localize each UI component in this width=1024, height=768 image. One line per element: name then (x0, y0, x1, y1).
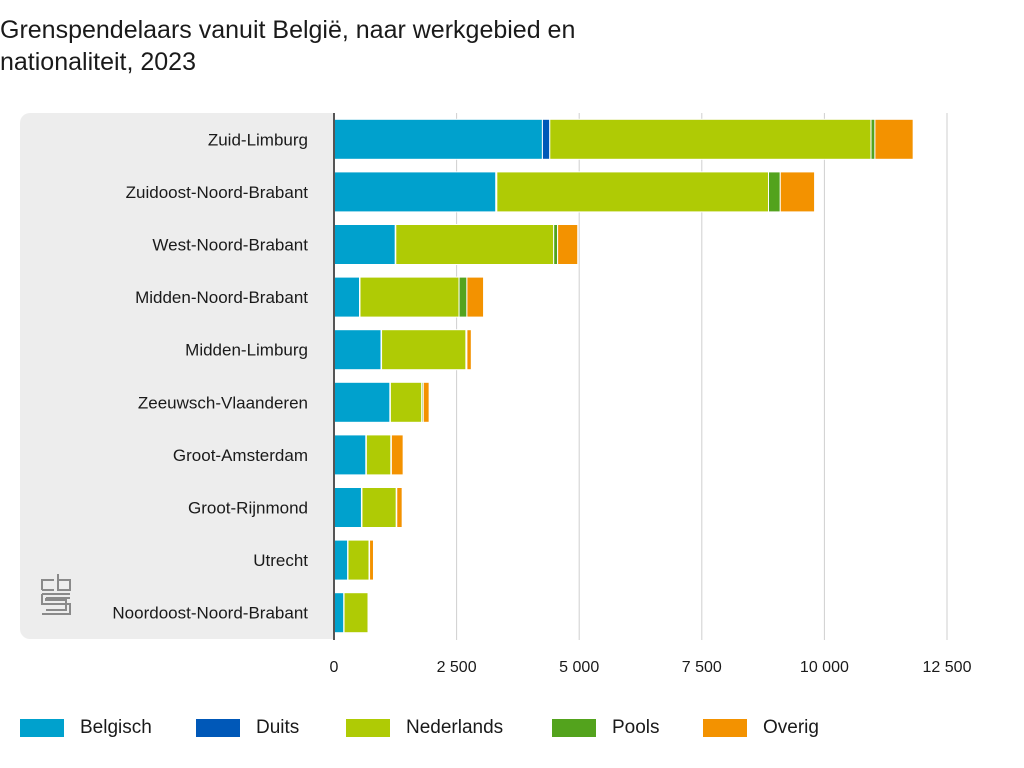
x-tick-label: 2 500 (437, 659, 477, 676)
bar-segment-belgisch[interactable] (333, 118, 543, 160)
category-label: Groot-Rijnmond (188, 499, 308, 518)
legend-item-overig[interactable]: Overig (703, 716, 819, 740)
legend-label: Duits (256, 717, 300, 738)
legend-label: Pools (612, 717, 660, 738)
category-labels: Zuid-Limburg Zuidoost-Noord-Brabant West-N… (112, 130, 308, 622)
bar-segment-pools[interactable] (870, 118, 876, 160)
bar-segment-overig[interactable] (874, 118, 914, 160)
bar-segment-belgisch[interactable] (333, 539, 349, 581)
bar-segment-overig[interactable] (557, 224, 579, 265)
chart-title: Grenspendelaars vanuit België, naar werk… (0, 16, 576, 76)
bar-segment-nederlands[interactable] (496, 171, 769, 213)
category-label: Midden-Noord-Brabant (135, 288, 308, 307)
x-tick-label: 7 500 (682, 659, 722, 676)
category-panel (20, 113, 334, 639)
bar-segment-overig[interactable] (422, 381, 430, 423)
bar-segment-nederlands[interactable] (395, 224, 555, 265)
bar-segment-belgisch[interactable] (333, 592, 345, 634)
category-label: Zeeuwsch-Vlaanderen (138, 393, 308, 412)
legend-swatch (20, 719, 64, 737)
bar-segment-belgisch[interactable] (333, 487, 362, 528)
bar-segment-nederlands[interactable] (381, 329, 467, 371)
category-label: Midden-Limburg (185, 341, 308, 360)
bar-chart: Zuid-Limburg Zuidoost-Noord-Brabant West-N… (112, 113, 972, 676)
legend-swatch (552, 719, 596, 737)
legend-label: Nederlands (406, 717, 504, 738)
bar-segment-belgisch[interactable] (333, 381, 391, 423)
bar-segment-overig[interactable] (466, 276, 485, 318)
bar-segment-nederlands[interactable] (359, 276, 460, 318)
category-label: West-Noord-Brabant (152, 236, 308, 255)
bar-segment-overig[interactable] (466, 329, 472, 371)
bar-segment-nederlands[interactable] (347, 539, 370, 581)
legend-label: Belgisch (80, 717, 152, 738)
bar-segment-nederlands[interactable] (361, 487, 397, 528)
bars (333, 118, 914, 634)
category-label: Groot-Amsterdam (173, 446, 308, 465)
legend-item-belgisch[interactable]: Belgisch (20, 716, 152, 740)
bar-segment-pools[interactable] (767, 171, 781, 213)
bar-segment-belgisch[interactable] (333, 224, 396, 265)
legend-item-duits[interactable]: Duits (196, 716, 299, 740)
bar-segment-overig[interactable] (390, 434, 404, 476)
bar-segment-overig[interactable] (396, 487, 403, 528)
legend-swatch (703, 719, 747, 737)
bar-segment-nederlands[interactable] (549, 118, 872, 160)
bar-segment-belgisch[interactable] (333, 276, 361, 318)
cbs-logo-icon (40, 572, 74, 625)
x-tick-label: 10 000 (800, 659, 849, 676)
category-label: Zuidoost-Noord-Brabant (126, 183, 309, 202)
category-label: Noordoost-Noord-Brabant (112, 604, 308, 623)
legend-swatch (196, 719, 240, 737)
bar-segment-belgisch[interactable] (333, 171, 497, 213)
bar-segment-nederlands[interactable] (389, 381, 423, 423)
legend-label: Overig (763, 717, 819, 738)
legend-item-pools[interactable]: Pools (552, 716, 660, 740)
x-tick-labels: 0 2 500 5 000 7 500 10 000 12 500 (330, 659, 972, 676)
bar-segment-pools[interactable] (458, 276, 468, 318)
bar-segment-belgisch[interactable] (333, 329, 382, 371)
category-label: Utrecht (253, 551, 308, 570)
x-tick-label: 0 (330, 659, 339, 676)
bar-segment-nederlands[interactable] (365, 434, 392, 476)
x-tick-label: 12 500 (923, 659, 972, 676)
category-label: Zuid-Limburg (208, 130, 308, 149)
bar-segment-overig[interactable] (367, 592, 370, 634)
bar-segment-belgisch[interactable] (333, 434, 367, 476)
bar-segment-nederlands[interactable] (343, 592, 369, 634)
x-tick-label: 5 000 (559, 659, 599, 676)
bar-segment-overig[interactable] (779, 171, 816, 213)
legend-item-nederlands[interactable]: Nederlands (346, 716, 503, 740)
legend-swatch (346, 719, 390, 737)
bar-segment-overig[interactable] (369, 539, 374, 581)
bar-segment-duits[interactable] (541, 118, 551, 160)
bar-segment-pools[interactable] (553, 224, 559, 265)
